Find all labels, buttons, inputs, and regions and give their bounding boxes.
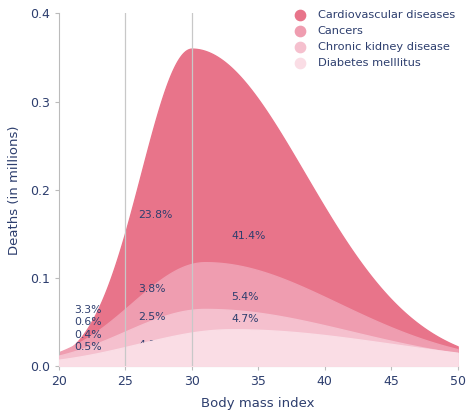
Text: 5.4%: 5.4% <box>232 293 259 303</box>
Y-axis label: Deaths (in millions): Deaths (in millions) <box>9 125 21 255</box>
X-axis label: Body mass index: Body mass index <box>201 397 315 410</box>
Text: 41.4%: 41.4% <box>232 231 266 241</box>
Text: 23.8%: 23.8% <box>138 209 173 219</box>
Text: 0.5%: 0.5% <box>74 342 102 352</box>
Text: 4.0%: 4.0% <box>138 340 166 350</box>
Legend: Cardiovascular diseases, Cancers, Chronic kidney disease, Diabetes melllitus: Cardiovascular diseases, Cancers, Chroni… <box>288 8 456 69</box>
Text: 9.5%: 9.5% <box>232 342 259 352</box>
Text: 4.7%: 4.7% <box>232 314 259 324</box>
Text: 3.8%: 3.8% <box>138 284 166 294</box>
Text: 3.3%: 3.3% <box>74 305 102 315</box>
Text: 0.6%: 0.6% <box>74 317 102 327</box>
Text: 2.5%: 2.5% <box>138 312 166 322</box>
Text: 0.4%: 0.4% <box>74 329 102 339</box>
